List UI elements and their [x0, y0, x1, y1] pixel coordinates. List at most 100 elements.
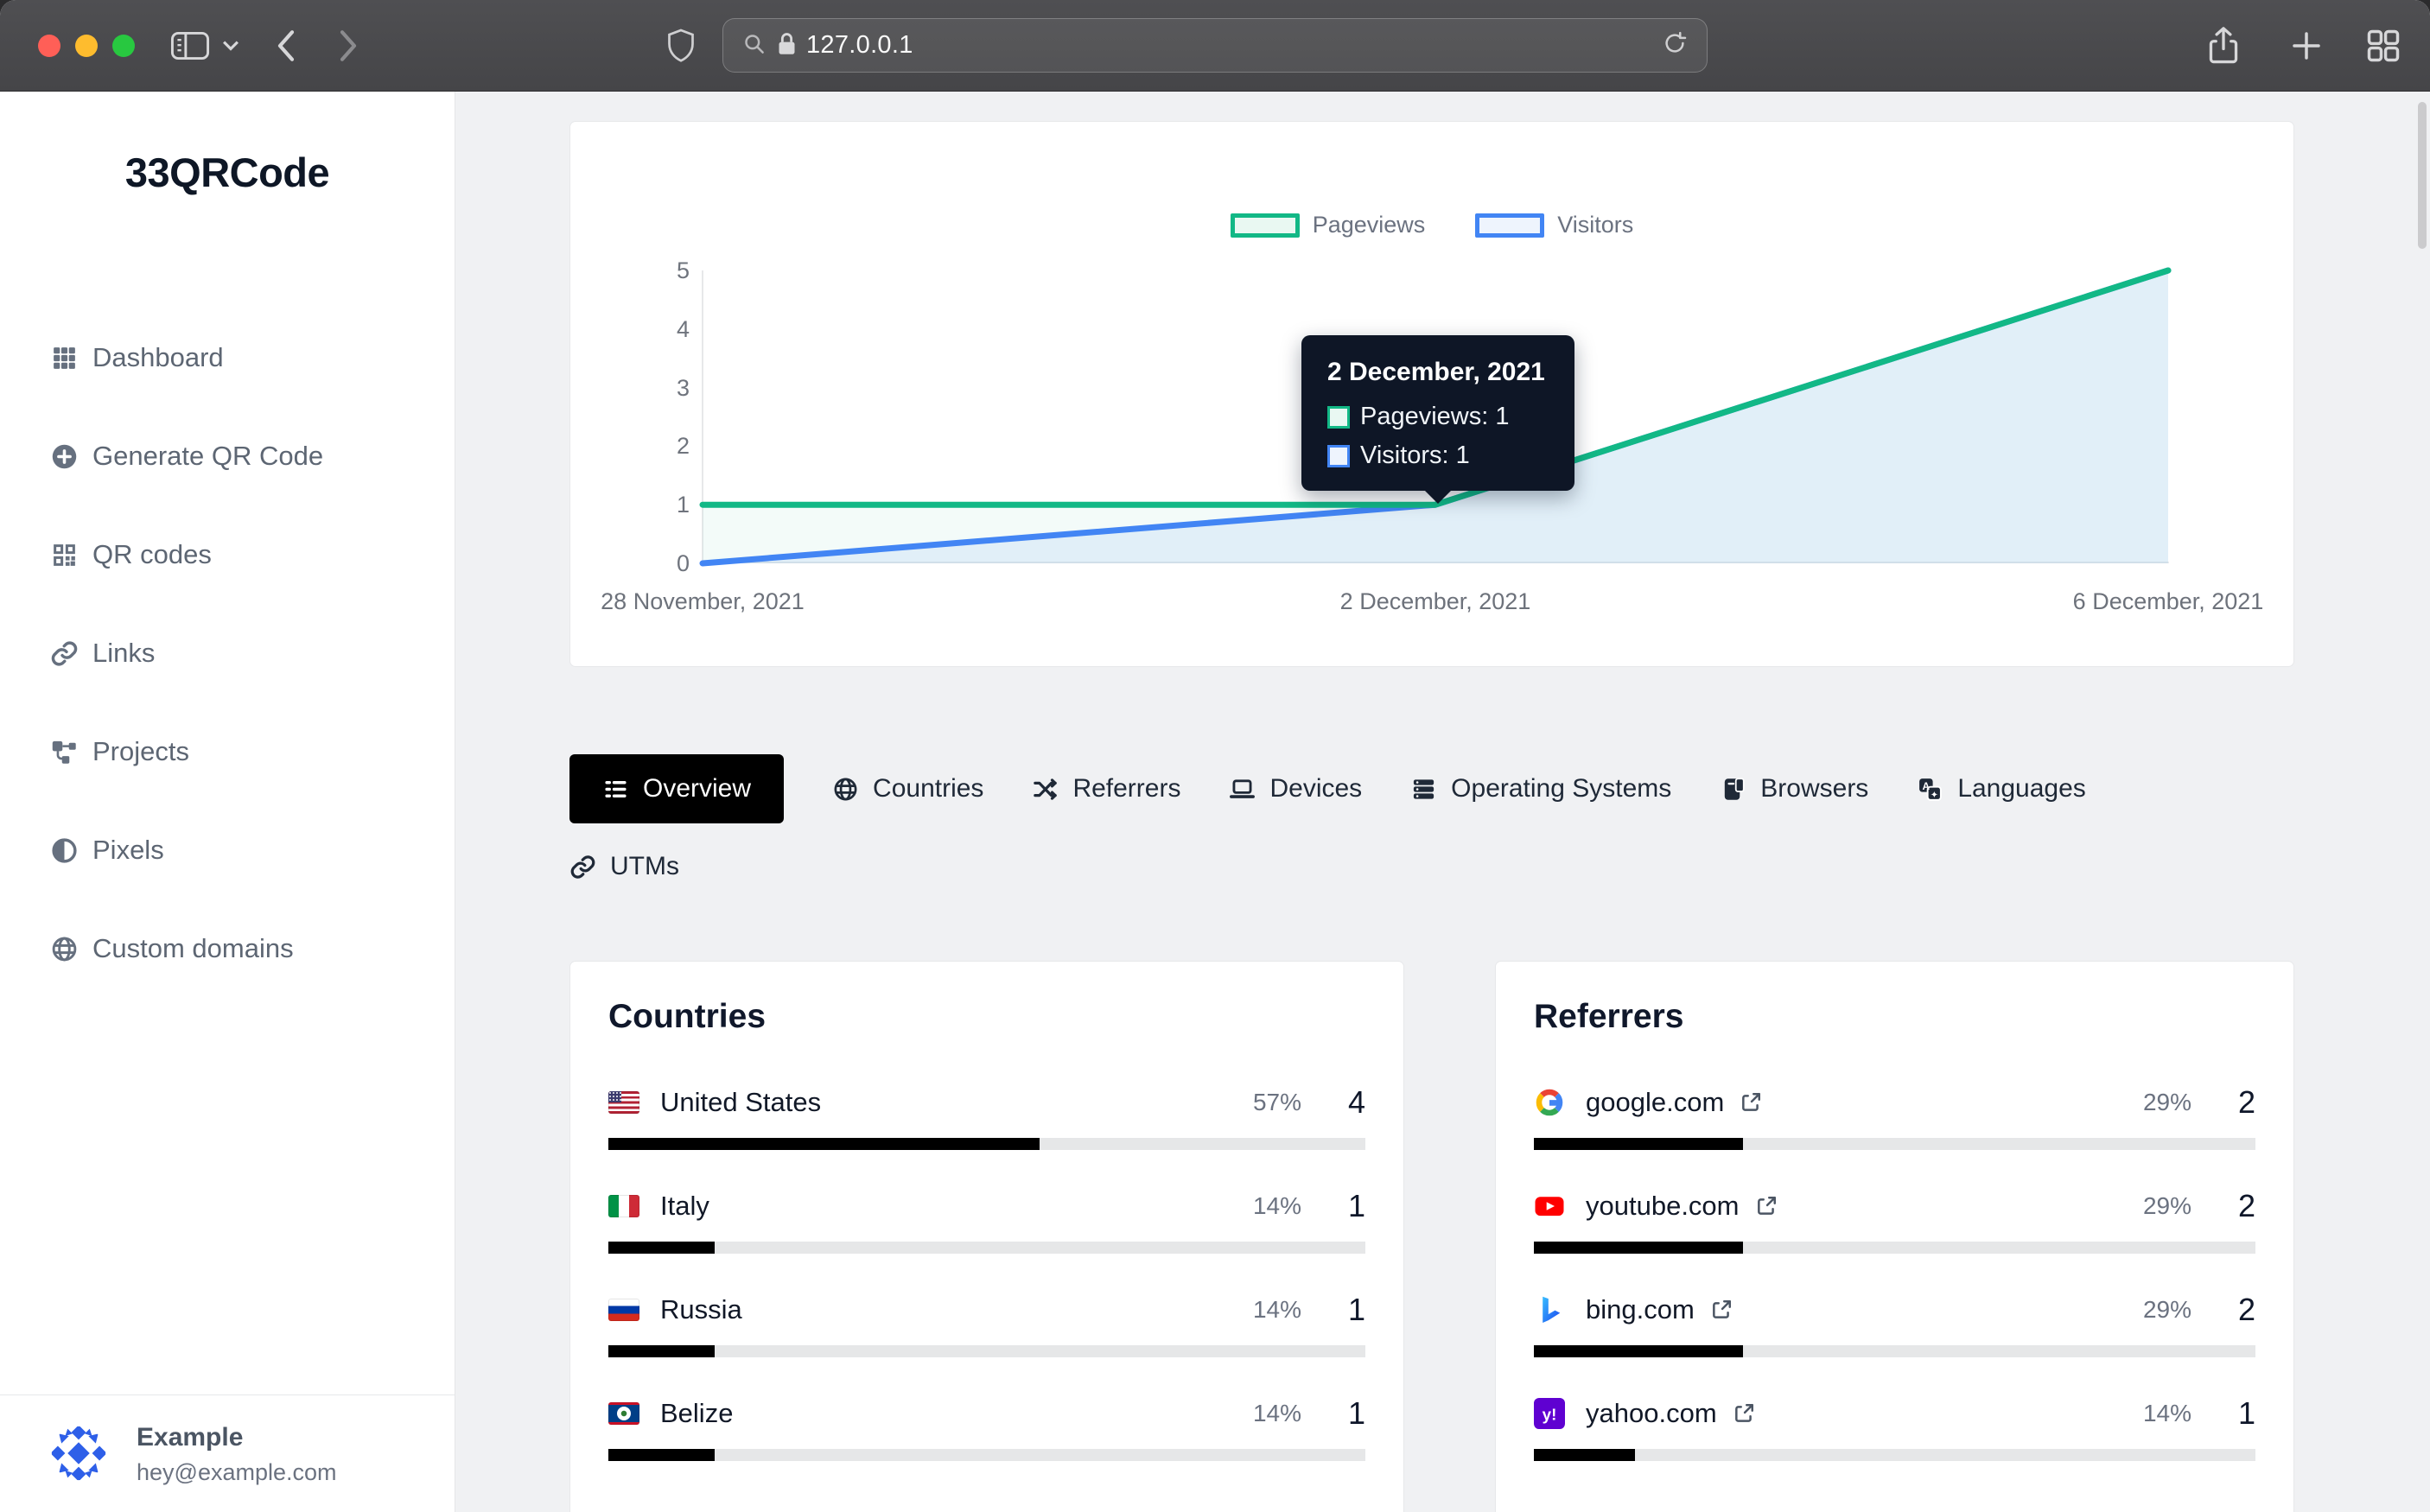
- referrer-row: bing.com 29% 2: [1534, 1292, 2255, 1357]
- progress-bar-track: [608, 1138, 1365, 1150]
- referrers-title: Referrers: [1534, 998, 1684, 1035]
- belize-flag-icon: [608, 1402, 639, 1425]
- y-tick: 5: [676, 257, 690, 283]
- progress-bar-fill: [1534, 1345, 1744, 1357]
- external-link-icon[interactable]: [1740, 1091, 1762, 1114]
- external-link-icon[interactable]: [1710, 1299, 1733, 1321]
- sidebar-item[interactable]: Generate QR Code: [0, 407, 455, 505]
- reload-icon[interactable]: [1662, 30, 1688, 60]
- tab-overview-icon[interactable]: [2364, 0, 2402, 92]
- user-box[interactable]: Example hey@example.com: [0, 1394, 455, 1512]
- y-tick: 2: [676, 433, 690, 460]
- close-window-button[interactable]: [38, 35, 60, 57]
- countries-card: Countries United States 57% 4 Italy: [569, 961, 1404, 1512]
- sidebar-item[interactable]: Pixels: [0, 801, 455, 899]
- sidebar-item[interactable]: Dashboard: [0, 308, 455, 407]
- referrer-domain: bing.com: [1586, 1294, 1695, 1325]
- external-link-icon[interactable]: [1733, 1402, 1755, 1425]
- sidebar-item[interactable]: Custom domains: [0, 899, 455, 998]
- analytics-tab[interactable]: Devices: [1229, 754, 1362, 823]
- sidebar-item-label: Pixels: [92, 835, 164, 865]
- country-row: Italy 14% 1: [608, 1188, 1365, 1254]
- y-tick: 3: [676, 374, 690, 401]
- progress-bar-track: [608, 1242, 1365, 1254]
- analytics-tab[interactable]: Countries: [832, 754, 983, 823]
- tab-label: Referrers: [1072, 774, 1181, 803]
- user-email: hey@example.com: [137, 1459, 337, 1485]
- analytics-tab[interactable]: UTMs: [569, 832, 679, 901]
- referrer-row: youtube.com 29% 2: [1534, 1188, 2255, 1254]
- sidebar-item-label: Generate QR Code: [92, 441, 324, 471]
- y-tick: 1: [676, 492, 690, 518]
- referrer-count: 1: [2237, 1395, 2255, 1431]
- analytics-tab[interactable]: A ✦ Languages: [1917, 754, 2086, 823]
- x-axis-labels: 28 November, 2021 2 December, 2021 6 Decem…: [601, 588, 2263, 618]
- sidebar-item[interactable]: Projects: [0, 702, 455, 801]
- us-flag-icon: [608, 1091, 639, 1114]
- country-percent: 14%: [1252, 1192, 1301, 1219]
- sidebar-toggle-icon[interactable]: [169, 0, 211, 92]
- y-tick: 0: [676, 550, 690, 576]
- sidebar-chevron-down-icon[interactable]: [221, 0, 240, 92]
- share-icon[interactable]: [2205, 0, 2242, 92]
- user-name: Example: [137, 1423, 244, 1452]
- google-favicon-icon: [1534, 1087, 1565, 1118]
- zoom-window-button[interactable]: [112, 35, 135, 57]
- referrer-domain: google.com: [1586, 1087, 1725, 1117]
- progress-bar-fill: [608, 1138, 1040, 1150]
- country-name: Belize: [660, 1398, 734, 1428]
- scrollbar[interactable]: [2418, 102, 2427, 249]
- referrer-count: 2: [2237, 1292, 2255, 1327]
- sitemap-icon: [50, 738, 79, 766]
- country-count: 1: [1347, 1292, 1365, 1327]
- y-tick: 4: [676, 315, 690, 342]
- app-logo: 33QRCode: [124, 149, 330, 195]
- progress-bar-track: [1534, 1138, 2255, 1150]
- progress-bar-fill: [1534, 1449, 1635, 1461]
- sidebar-item[interactable]: Links: [0, 604, 455, 702]
- url-text: 127.0.0.1: [806, 31, 913, 59]
- legend-item[interactable]: Visitors: [1475, 212, 1633, 238]
- country-row: Russia 14% 1: [608, 1292, 1365, 1357]
- russia-flag-icon: [608, 1299, 639, 1321]
- x-tick: 6 December, 2021: [2072, 588, 2264, 614]
- plus-circle-icon: [50, 442, 79, 471]
- lock-icon: [778, 32, 796, 60]
- list-icon: [602, 776, 629, 803]
- progress-bar-track: [608, 1345, 1365, 1357]
- area-chart[interactable]: [699, 267, 2172, 570]
- privacy-shield-icon[interactable]: [665, 0, 697, 92]
- laptop-icon: [1229, 776, 1256, 803]
- sidebar-item-label: QR codes: [92, 539, 212, 569]
- legend-item[interactable]: Pageviews: [1230, 212, 1425, 238]
- tooltip-row: Pageviews: 1: [1327, 403, 1549, 431]
- progress-bar-fill: [608, 1345, 715, 1357]
- analytics-tab[interactable]: Operating Systems: [1410, 754, 1671, 823]
- analytics-tab[interactable]: Browsers: [1720, 754, 1868, 823]
- progress-bar-fill: [608, 1242, 715, 1254]
- progress-bar-track: [1534, 1345, 2255, 1357]
- browser-toolbar: 127.0.0.1: [0, 0, 2430, 92]
- referrer-percent: 29%: [2142, 1089, 2191, 1115]
- country-row: Belize 14% 1: [608, 1395, 1365, 1461]
- analytics-tab[interactable]: Overview: [569, 754, 785, 823]
- back-button[interactable]: [275, 0, 297, 92]
- external-link-icon[interactable]: [1755, 1195, 1778, 1217]
- new-tab-icon[interactable]: [2288, 0, 2325, 92]
- address-bar[interactable]: 127.0.0.1: [722, 18, 1708, 73]
- referrer-domain: youtube.com: [1586, 1191, 1740, 1221]
- referrer-row: google.com 29% 2: [1534, 1084, 2255, 1150]
- progress-bar-track: [1534, 1242, 2255, 1254]
- sidebar-item[interactable]: QR codes: [0, 505, 455, 604]
- analytics-tab[interactable]: Referrers: [1032, 754, 1180, 823]
- forward-button[interactable]: [337, 0, 359, 92]
- minimize-window-button[interactable]: [75, 35, 98, 57]
- progress-bar-track: [608, 1449, 1365, 1461]
- russia-flag-icon: [608, 1299, 639, 1321]
- link-icon: [569, 854, 596, 880]
- tab-label: Languages: [1957, 774, 2086, 803]
- sidebar-item-label: Custom domains: [92, 933, 294, 963]
- referrer-percent: 29%: [2142, 1296, 2191, 1323]
- x-tick: 28 November, 2021: [601, 588, 805, 614]
